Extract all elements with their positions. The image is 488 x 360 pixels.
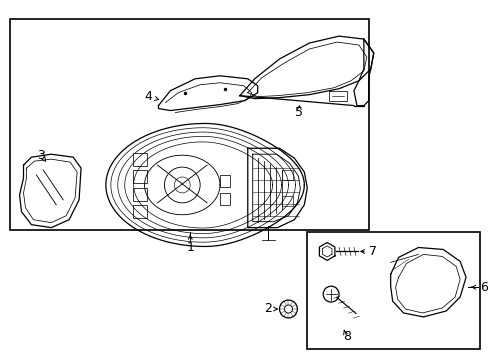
Text: 5: 5	[295, 106, 303, 119]
Bar	[220, 175, 229, 187]
Bar	[328, 91, 346, 100]
Bar	[10, 19, 368, 230]
Bar	[220, 193, 229, 205]
Text: 4: 4	[144, 90, 152, 103]
Bar	[132, 188, 146, 201]
Bar	[132, 205, 146, 218]
Text: 1: 1	[186, 241, 194, 254]
Text: 6: 6	[479, 281, 487, 294]
Bar	[132, 170, 146, 183]
Text: 7: 7	[368, 245, 376, 258]
Bar	[281, 170, 293, 180]
Bar	[281, 196, 293, 206]
Text: 8: 8	[342, 330, 350, 343]
Text: 3: 3	[38, 149, 45, 162]
Bar	[306, 231, 479, 349]
Bar	[132, 153, 146, 166]
Text: 2: 2	[263, 302, 271, 315]
